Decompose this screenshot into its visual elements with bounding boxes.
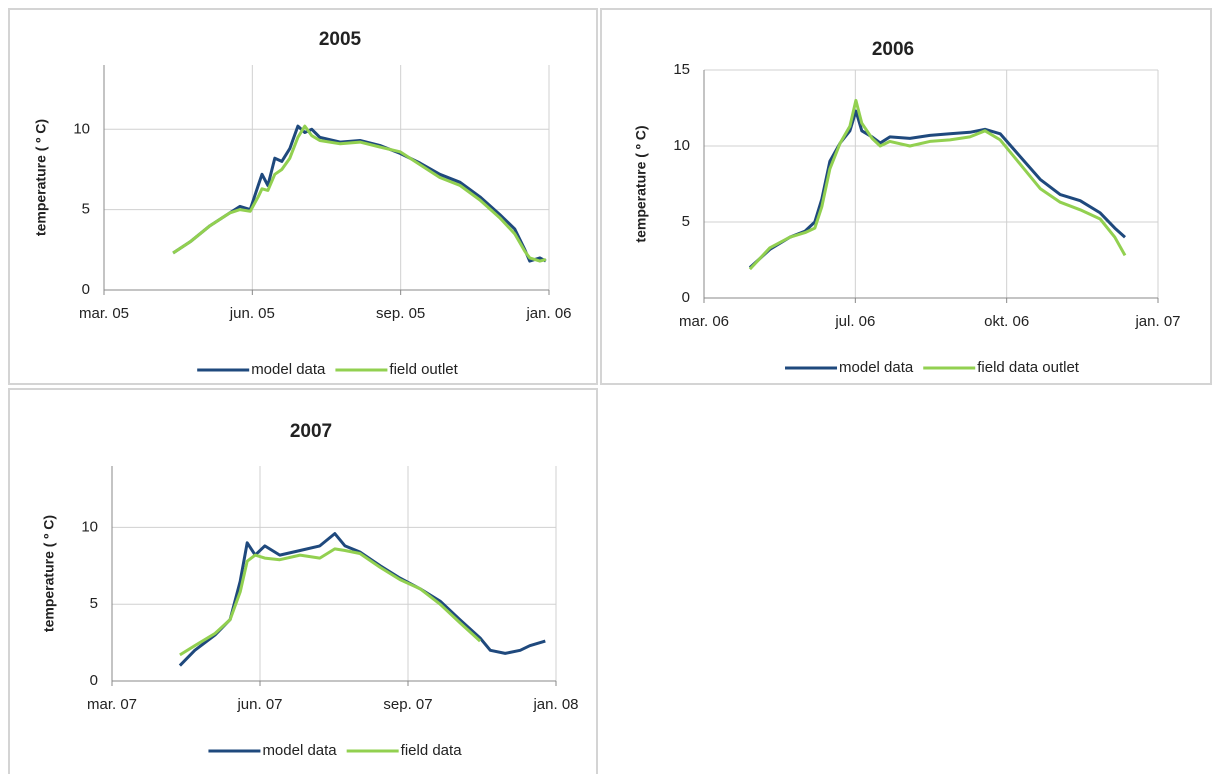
legend-label: model data (251, 361, 326, 378)
y-tick-label: 10 (81, 518, 98, 535)
chart-panel (8, 8, 598, 385)
data-line (172, 124, 547, 263)
x-tick-label: jan. 08 (532, 696, 578, 713)
data-line (748, 98, 1127, 271)
x-tick-label: jan. 06 (525, 305, 571, 322)
data-line (172, 124, 547, 263)
x-tick-label: sep. 05 (376, 305, 425, 322)
chart-panel (600, 8, 1212, 385)
x-tick-label: jun. 07 (236, 696, 282, 713)
x-tick-label: okt. 06 (984, 313, 1029, 330)
y-tick-label: 5 (682, 213, 690, 230)
y-tick-label: 10 (673, 137, 690, 154)
chart-panel (8, 388, 598, 774)
data-line (748, 109, 1126, 269)
x-tick-label: jan. 07 (1134, 313, 1180, 330)
chart-title: 2007 (290, 421, 332, 442)
chart-title: 2005 (319, 29, 362, 50)
x-tick-label: mar. 06 (679, 313, 729, 330)
legend-label: field outlet (389, 361, 458, 378)
x-tick-label: jul. 06 (834, 313, 875, 330)
y-tick-label: 0 (90, 672, 98, 689)
y-tick-label: 15 (673, 61, 690, 78)
legend-label: model data (262, 742, 337, 759)
legend-label: field data outlet (977, 359, 1080, 376)
x-tick-label: mar. 05 (79, 305, 129, 322)
y-tick-label: 0 (82, 281, 90, 298)
x-tick-label: mar. 07 (87, 696, 137, 713)
chart-title: 2006 (872, 39, 914, 60)
x-tick-label: jun. 05 (229, 305, 275, 322)
data-line (179, 547, 482, 657)
x-tick-label: sep. 07 (383, 696, 432, 713)
y-tick-label: 5 (82, 201, 90, 218)
y-axis-label: temperature ( º C) (633, 125, 649, 242)
y-tick-label: 5 (90, 595, 98, 612)
y-axis-label: temperature ( º C) (41, 515, 57, 632)
y-axis-label: temperature ( º C) (33, 119, 49, 236)
y-tick-label: 0 (682, 289, 690, 306)
y-tick-label: 10 (73, 120, 90, 137)
legend-label: model data (839, 359, 914, 376)
legend-label: field data (401, 742, 463, 759)
data-line (178, 532, 546, 667)
